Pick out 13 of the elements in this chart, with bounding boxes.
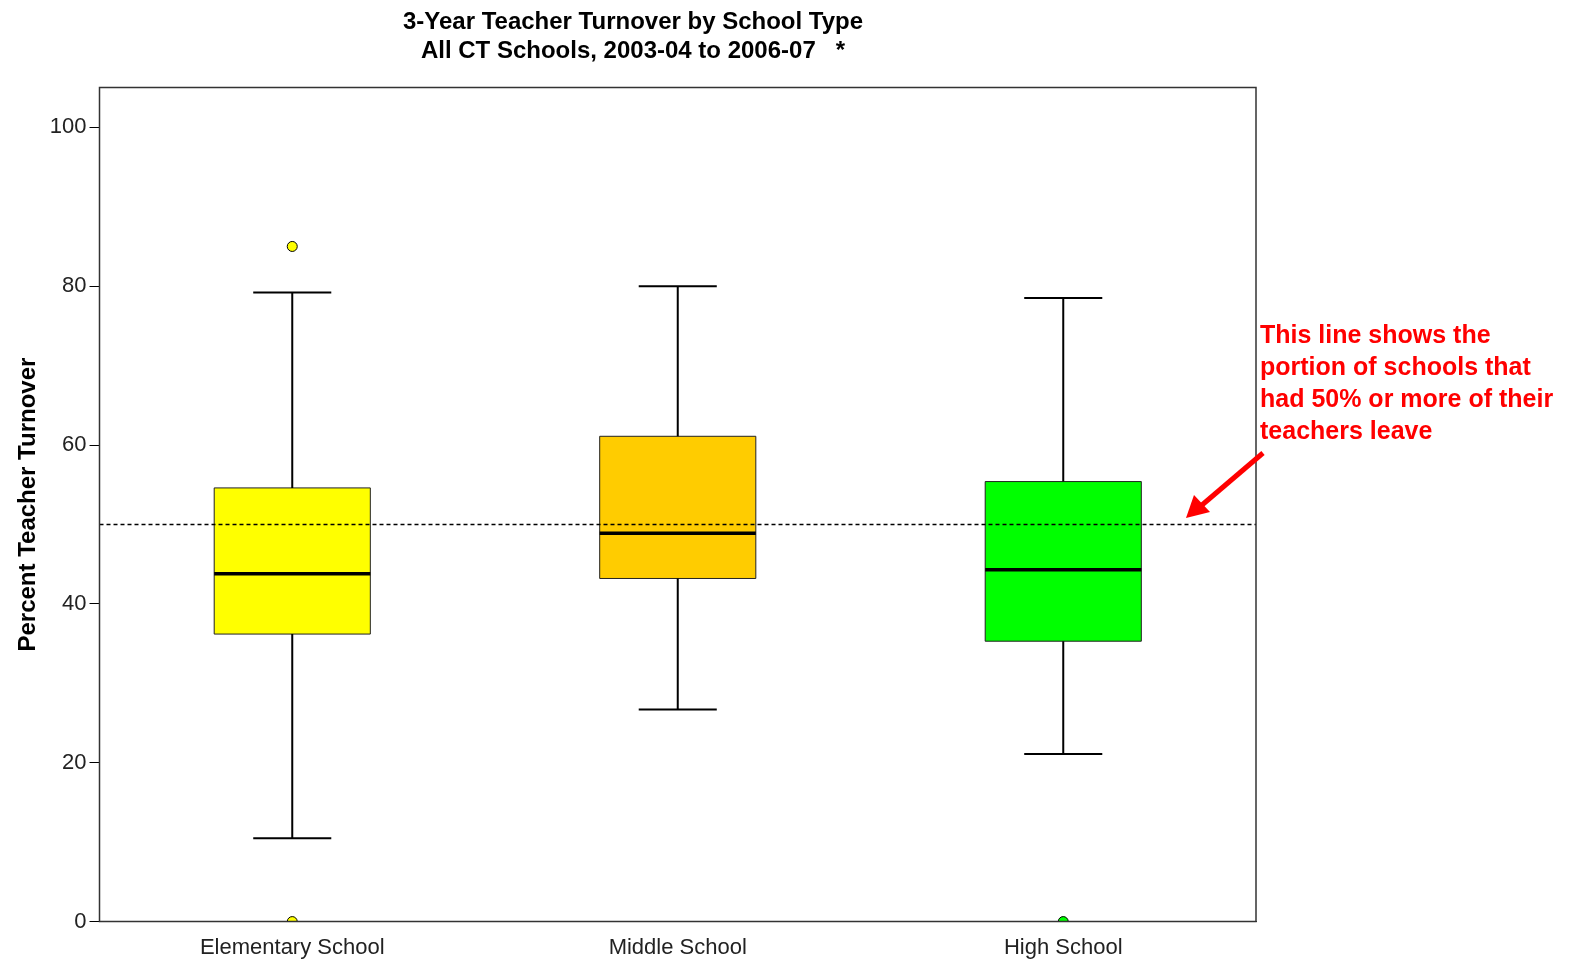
text: This line shows the portion of schools that had 50% or more of their teachers leave xyxy=(1260,319,1555,446)
y-tick-label: 20 xyxy=(62,748,87,774)
y-tick-label: 60 xyxy=(62,431,87,457)
x-tick-label: Middle School xyxy=(608,933,747,959)
chart-title: 3-Year Teacher Turnover by School Type xyxy=(402,7,864,35)
x-tick-label: Elementary School xyxy=(199,933,385,959)
y-axis-title: Percent Teacher Turnover xyxy=(13,357,41,652)
y-tick-label: 80 xyxy=(62,272,87,298)
y-tick-label: 40 xyxy=(62,589,87,615)
chart-subtitle: All CT Schools, 2003-04 to 2006-07 * xyxy=(420,35,846,63)
y-tick-label: 100 xyxy=(49,113,87,139)
x-tick-label: High School xyxy=(1003,933,1123,959)
y-tick-label: 0 xyxy=(74,907,87,933)
